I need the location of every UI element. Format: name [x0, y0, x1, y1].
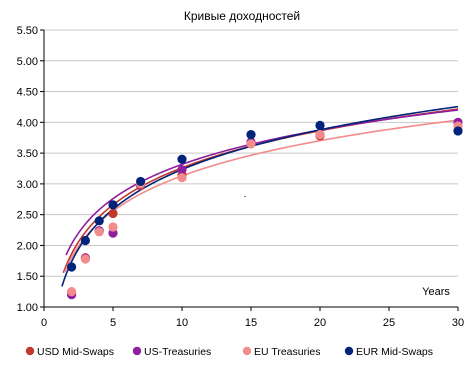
legend: USD Mid-Swaps US-Treasuries EU Treasuries E…	[25, 346, 433, 358]
y-tick-label: 2.00	[17, 240, 38, 252]
data-point	[453, 126, 463, 136]
data-point	[315, 120, 325, 131]
y-tick-label: 5.00	[17, 56, 38, 68]
data-point	[80, 235, 90, 246]
data-point	[246, 130, 256, 140]
data-point	[315, 130, 325, 140]
x-tick-label: 15	[245, 317, 257, 329]
xlabel-box	[404, 281, 456, 301]
legend-label: EUR Mid-Swaps	[356, 346, 433, 358]
data-point	[94, 227, 104, 237]
x-tick-label: 20	[314, 317, 326, 329]
trend-line	[63, 119, 459, 273]
y-tick-label: 4.00	[17, 117, 38, 129]
trend-line	[61, 105, 459, 287]
data-point	[108, 222, 118, 232]
data-point	[67, 287, 77, 297]
legend-marker	[344, 346, 354, 356]
legend-marker	[132, 346, 142, 356]
y-tick-label: 3.50	[17, 148, 38, 160]
x-tick-label: 10	[176, 317, 188, 329]
trend-line	[65, 109, 459, 256]
x-tick-label: 0	[41, 317, 47, 329]
x-axis-label: Years	[422, 286, 450, 298]
data-point	[177, 165, 187, 175]
legend-label: US-Treasuries	[144, 346, 211, 358]
x-tick-label: 30	[452, 317, 464, 329]
y-tick-label: 2.50	[17, 210, 38, 222]
data-point	[94, 216, 104, 226]
y-tick-label: 4.50	[17, 87, 38, 99]
data-point	[108, 200, 118, 210]
data-point	[108, 208, 118, 219]
legend-marker	[25, 346, 35, 356]
y-tick-label: 1.50	[17, 271, 38, 283]
x-tick-label: 5	[110, 317, 116, 329]
legend-marker	[242, 346, 252, 356]
legend-label: USD Mid-Swaps	[37, 346, 114, 358]
data-point	[177, 154, 187, 164]
data-point	[67, 262, 77, 272]
data-point	[136, 176, 146, 187]
data-point	[177, 173, 187, 183]
data-point	[80, 254, 90, 264]
stray-dot: .	[244, 189, 247, 200]
y-tick-label: 5.50	[17, 25, 38, 37]
x-tick-label: 25	[383, 317, 395, 329]
y-tick-label: 1.00	[17, 302, 38, 314]
y-tick-label: 3.00	[17, 179, 38, 191]
data-point	[246, 139, 256, 149]
chart-title: Кривые доходностей	[184, 9, 300, 23]
legend-label: EU Treasuries	[254, 346, 321, 358]
